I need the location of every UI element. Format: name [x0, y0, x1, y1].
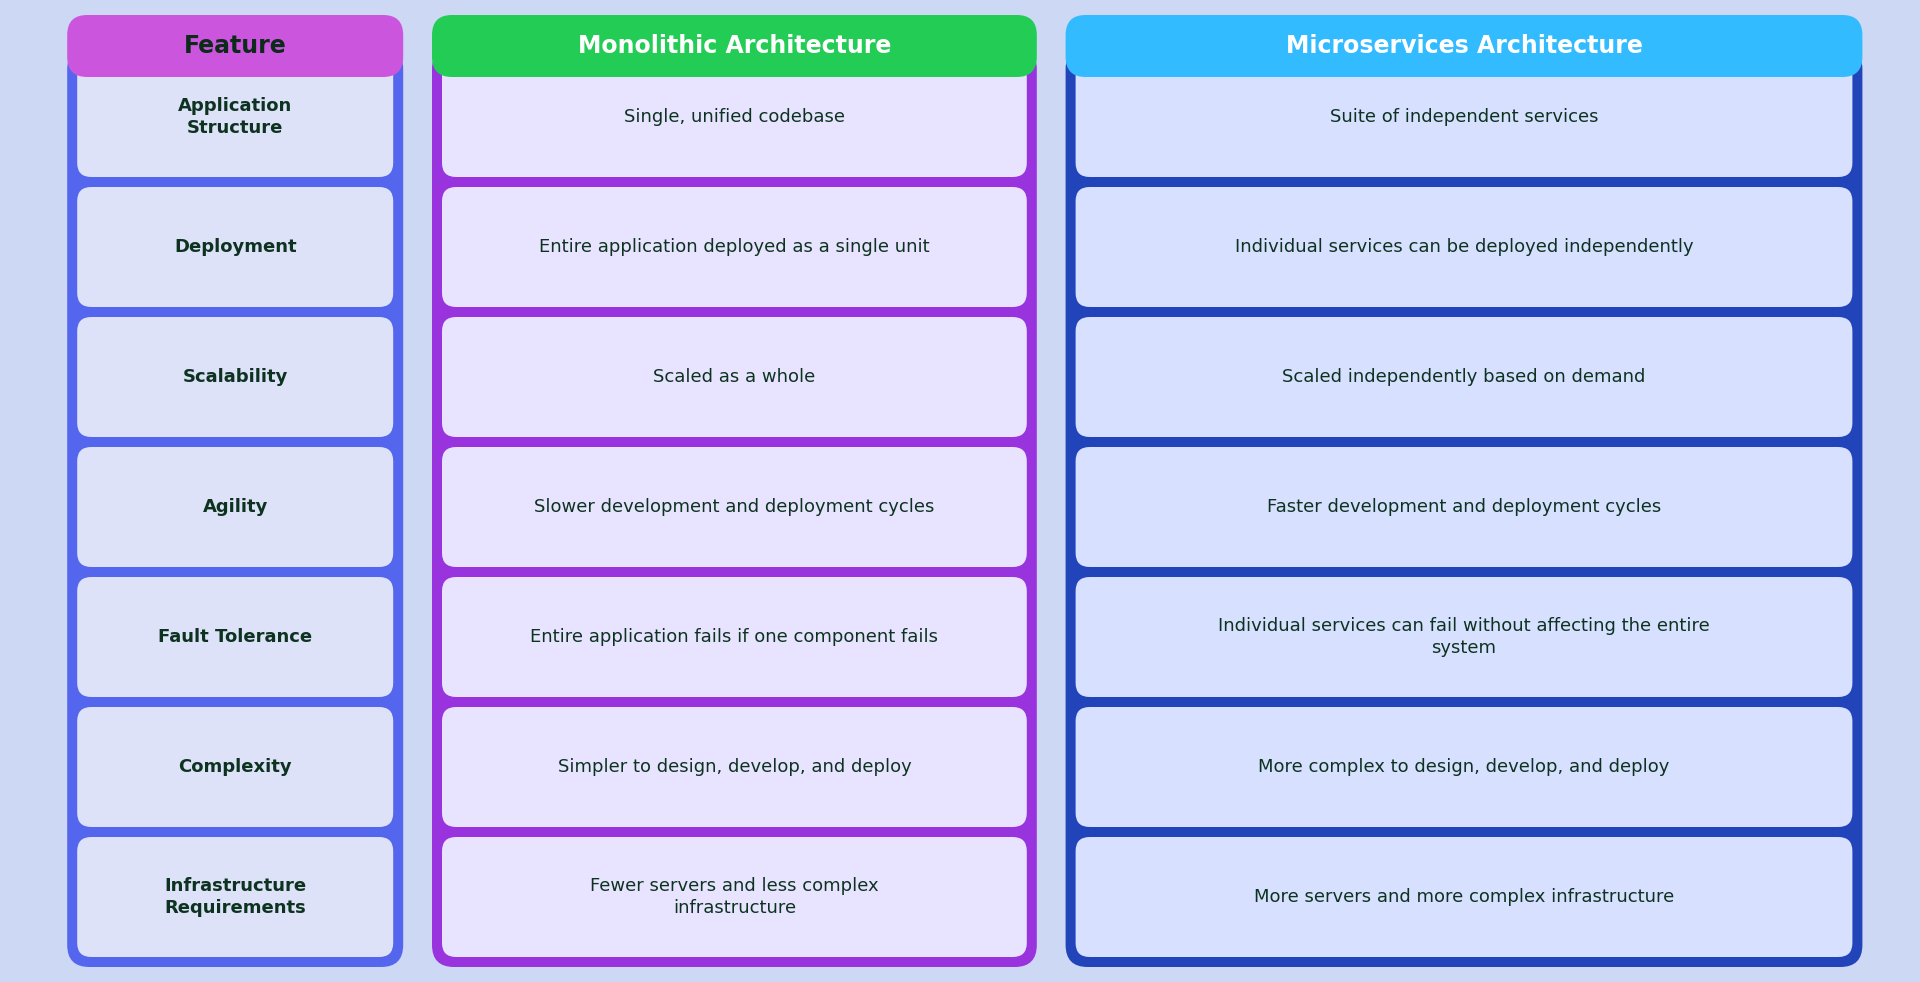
Text: Application
Structure: Application Structure — [179, 97, 292, 137]
Text: Individual services can be deployed independently: Individual services can be deployed inde… — [1235, 238, 1693, 256]
Text: Entire application fails if one component fails: Entire application fails if one componen… — [530, 628, 939, 646]
Text: Slower development and deployment cycles: Slower development and deployment cycles — [534, 498, 935, 516]
FancyBboxPatch shape — [77, 577, 394, 697]
Text: Fault Tolerance: Fault Tolerance — [157, 628, 313, 646]
Text: Deployment: Deployment — [175, 238, 296, 256]
FancyBboxPatch shape — [442, 187, 1027, 307]
FancyBboxPatch shape — [1075, 187, 1853, 307]
FancyBboxPatch shape — [442, 317, 1027, 437]
FancyBboxPatch shape — [442, 577, 1027, 697]
Text: More servers and more complex infrastructure: More servers and more complex infrastruc… — [1254, 888, 1674, 906]
FancyBboxPatch shape — [1075, 707, 1853, 827]
Text: Scaled independently based on demand: Scaled independently based on demand — [1283, 368, 1645, 386]
Text: Monolithic Architecture: Monolithic Architecture — [578, 34, 891, 58]
Text: Microservices Architecture: Microservices Architecture — [1286, 34, 1642, 58]
FancyBboxPatch shape — [1075, 577, 1853, 697]
Text: Suite of independent services: Suite of independent services — [1331, 108, 1597, 126]
Text: Complexity: Complexity — [179, 758, 292, 776]
FancyBboxPatch shape — [77, 187, 394, 307]
FancyBboxPatch shape — [1075, 57, 1853, 177]
FancyBboxPatch shape — [1075, 317, 1853, 437]
Text: Individual services can fail without affecting the entire
system: Individual services can fail without aff… — [1217, 617, 1711, 657]
Text: Entire application deployed as a single unit: Entire application deployed as a single … — [540, 238, 929, 256]
Text: Scaled as a whole: Scaled as a whole — [653, 368, 816, 386]
Text: Infrastructure
Requirements: Infrastructure Requirements — [163, 877, 307, 917]
Text: Fewer servers and less complex
infrastructure: Fewer servers and less complex infrastru… — [589, 877, 879, 917]
Text: Faster development and deployment cycles: Faster development and deployment cycles — [1267, 498, 1661, 516]
FancyBboxPatch shape — [77, 447, 394, 567]
FancyBboxPatch shape — [442, 447, 1027, 567]
FancyBboxPatch shape — [77, 707, 394, 827]
FancyBboxPatch shape — [67, 15, 403, 77]
Text: Agility: Agility — [202, 498, 269, 516]
FancyBboxPatch shape — [442, 707, 1027, 827]
FancyBboxPatch shape — [1066, 15, 1862, 77]
Text: Simpler to design, develop, and deploy: Simpler to design, develop, and deploy — [557, 758, 912, 776]
FancyBboxPatch shape — [77, 57, 394, 177]
FancyBboxPatch shape — [67, 47, 403, 967]
FancyBboxPatch shape — [1075, 447, 1853, 567]
FancyBboxPatch shape — [442, 57, 1027, 177]
FancyBboxPatch shape — [77, 837, 394, 957]
FancyBboxPatch shape — [442, 837, 1027, 957]
Text: Feature: Feature — [184, 34, 286, 58]
Text: Single, unified codebase: Single, unified codebase — [624, 108, 845, 126]
FancyBboxPatch shape — [77, 317, 394, 437]
Text: More complex to design, develop, and deploy: More complex to design, develop, and dep… — [1258, 758, 1670, 776]
FancyBboxPatch shape — [432, 15, 1037, 77]
Text: Scalability: Scalability — [182, 368, 288, 386]
FancyBboxPatch shape — [1066, 47, 1862, 967]
FancyBboxPatch shape — [1075, 837, 1853, 957]
FancyBboxPatch shape — [432, 47, 1037, 967]
